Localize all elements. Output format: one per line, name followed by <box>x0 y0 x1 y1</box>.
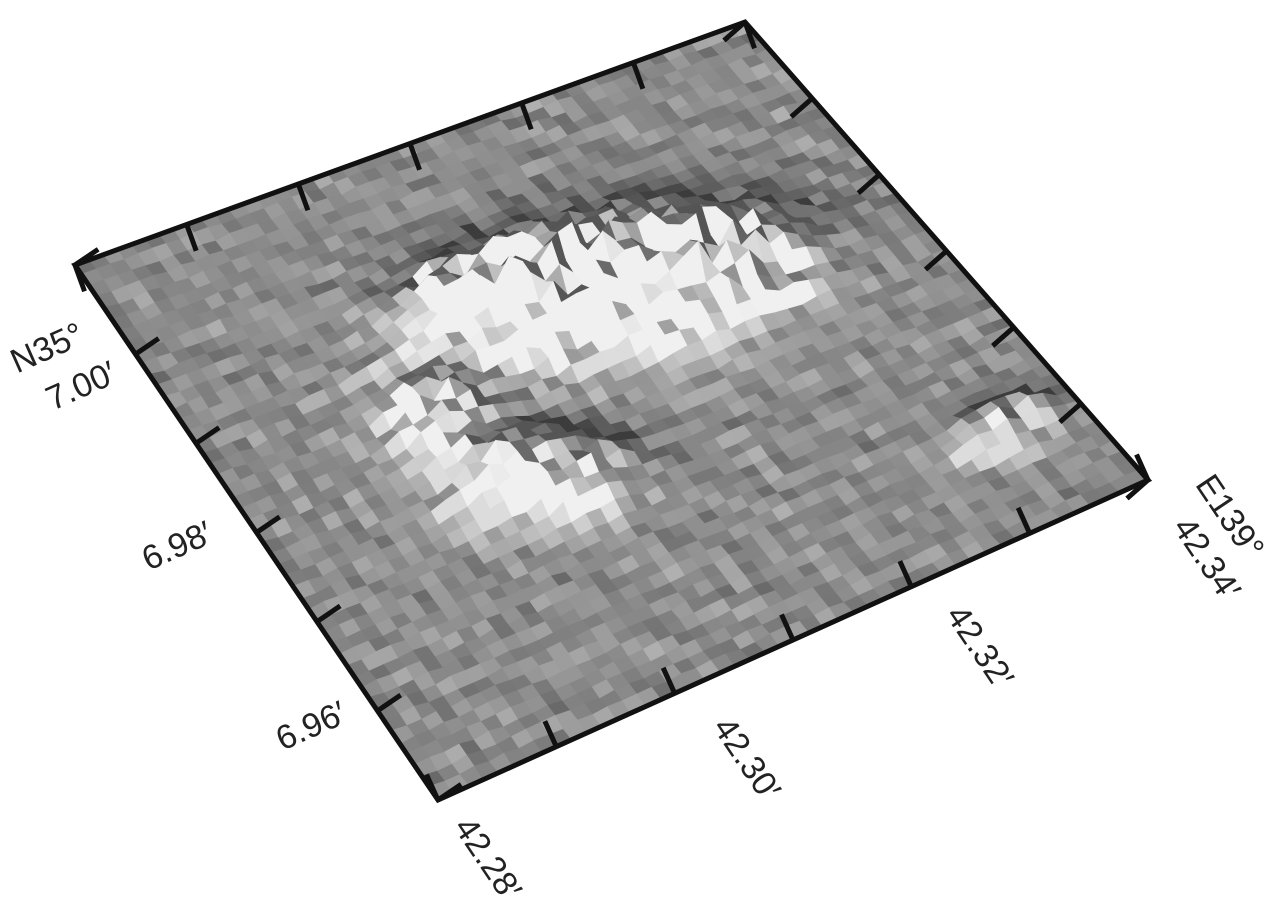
lat-label: 6.98′ <box>136 514 218 578</box>
lat-label: 6.96′ <box>270 694 352 758</box>
lon-label: 42.32′ <box>938 598 1021 695</box>
lon-label: 42.28′ <box>446 810 529 907</box>
terrain-map: N35° 7.00′ 6.98′ 6.96′ 42.28′ 42.30′ 42.… <box>0 0 1266 909</box>
lon-label: 42.30′ <box>705 710 788 807</box>
